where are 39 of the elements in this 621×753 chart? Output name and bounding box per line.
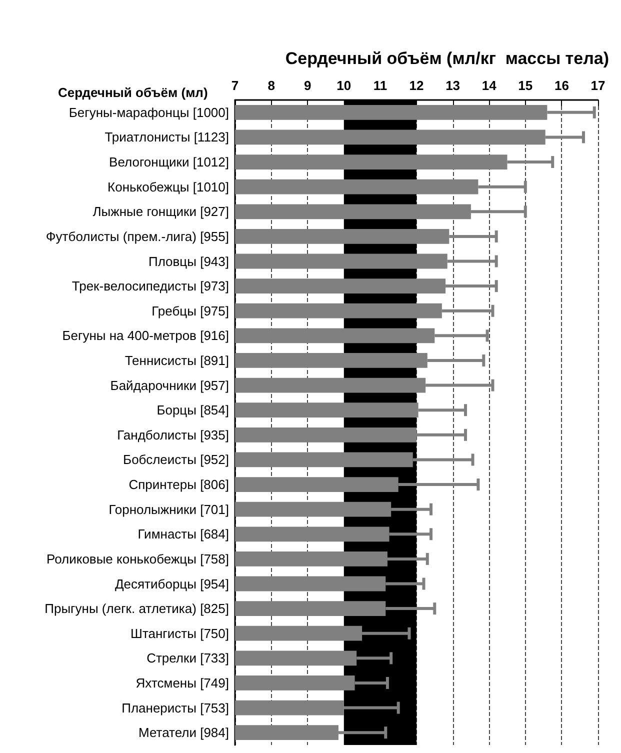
y-tick-label: Бегуны-марафонцы [1000] <box>68 104 229 120</box>
x-tick-label: 15 <box>518 78 533 93</box>
x-tick-label: 11 <box>373 78 388 93</box>
y-tick-label: Велогонщики [1012] <box>109 154 229 170</box>
y-tick-label: Яхтсмены [749] <box>136 675 229 690</box>
x-tick-label: 16 <box>554 78 569 93</box>
y-tick-label: Планеристы [753] <box>122 700 229 716</box>
y-tick-label: Роликовые конькобежцы [758] <box>46 551 229 566</box>
y-tick-label: Гандболисты [935] <box>117 427 229 442</box>
y-tick-label: Триатлонисты [1123] <box>104 130 229 145</box>
y-tick-label: Гребцы [975] <box>152 303 229 318</box>
x-tick-label: 8 <box>268 78 275 93</box>
x-tick-label: 9 <box>304 78 312 93</box>
y-tick-label: Прыгуны (легк. атлетика) [825] <box>44 601 229 616</box>
x-tick-label: 14 <box>482 78 498 93</box>
y-tick-label: Десятиборцы [954] <box>114 576 229 592</box>
y-tick-label: Бегуны на 400-метров [916] <box>62 328 229 344</box>
x-tick-label: 10 <box>336 78 352 93</box>
x-axis-title: Сердечный объём (мл/кг массы тела) <box>285 49 610 68</box>
x-tick-label: 13 <box>446 78 460 93</box>
y-tick-label: Пловцы [943] <box>148 254 229 269</box>
y-tick-label: Теннисисты [891] <box>124 352 229 368</box>
y-tick-label: Метатели [984] <box>138 725 229 740</box>
x-tick-label: 12 <box>409 78 424 93</box>
y-tick-label: Трек-велосипедисты [973] <box>72 278 229 294</box>
y-tick-label: Лыжные гонщики [927] <box>92 204 229 220</box>
y-tick-label: Спринтеры [806] <box>128 477 229 492</box>
y-tick-label: Горнолыжники [701] <box>108 502 229 517</box>
y-tick-label: Футболисты (прем.-лига) [955] <box>46 228 229 244</box>
x-tick-label: 7 <box>231 78 239 93</box>
y-tick-label: Штангисты [750] <box>130 626 229 641</box>
y-tick-label: Бобслеисты [952] <box>123 452 229 468</box>
y-tick-label: Байдарочники [957] <box>110 378 229 393</box>
y-axis-title: Сердечный объём (мл) <box>58 85 208 100</box>
y-tick-label: Конькобежцы [1010] <box>108 179 229 194</box>
y-tick-label: Борцы [854] <box>156 402 229 418</box>
x-tick-label: 17 <box>590 78 606 93</box>
y-tick-label: Гимнасты [684] <box>138 526 229 542</box>
y-tick-label: Стрелки [733] <box>146 650 229 666</box>
